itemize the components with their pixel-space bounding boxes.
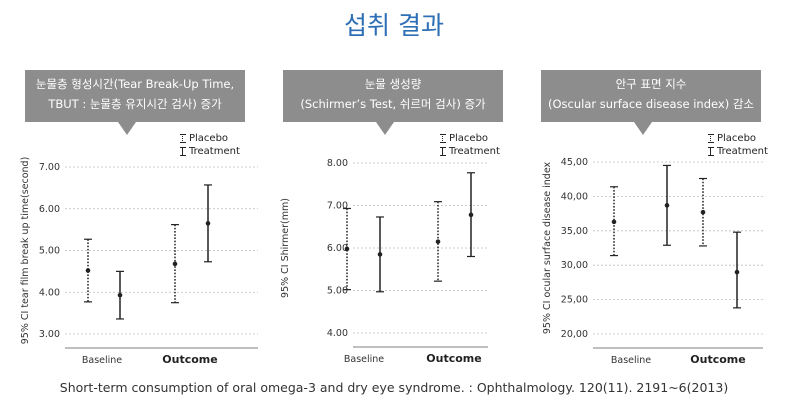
chart-title-line: TBUT : 눈물층 유지시간 검사) 증가 [48, 97, 222, 111]
mean-point-placebo [435, 239, 441, 244]
y-tick-label: 7.00 [39, 162, 60, 173]
y-tick-label: 35,00 [561, 226, 588, 237]
errorbar-chart-osdi: 20,00 25,00 30,00 35,00 40,00 45,00 95% CI ocu… [542, 157, 763, 366]
chart-title-callout: 눈물 생성량 (Schirmer’s Test, 쉬르머 검사) 증가 [283, 70, 503, 122]
chart-legend: Placebo Treatment [180, 132, 240, 158]
y-tick-label: 7.00 [327, 201, 348, 212]
mean-point-placebo [344, 246, 350, 252]
y-axis-label: 95% CI Shirmer(mm) [280, 198, 291, 298]
mean-point-placebo [85, 268, 91, 273]
legend-entry-placebo: Placebo [708, 132, 768, 145]
legend-entry-treatment: Treatment [708, 145, 768, 158]
errorbar-chart-tbut: 3.00 4.00 5.00 6.00 7.00 95% CI tear film bre… [20, 157, 258, 366]
page-title: 섭취 결과 [344, 11, 444, 40]
legend-label: Treatment [449, 146, 500, 157]
mean-point-treatment [205, 221, 211, 226]
legend-label: Treatment [189, 146, 240, 157]
chart-panel-osdi: 안구 표면 지수 (Oscular surface disease index)… [541, 70, 761, 370]
legend-label: Placebo [189, 133, 229, 144]
legend-label: Placebo [449, 133, 489, 144]
chart-panel-schirmer: 눈물 생성량 (Schirmer’s Test, 쉬르머 검사) 증가 [283, 70, 503, 370]
legend-entry-treatment: Treatment [180, 145, 240, 158]
callout-arrow [118, 122, 136, 135]
chart-title-line: 안구 표면 지수 [615, 77, 687, 91]
citation: Short-term consumption of oral omega-3 a… [59, 380, 729, 395]
mean-point-treatment [468, 212, 474, 218]
mean-point-treatment [664, 203, 670, 208]
y-tick-label: 8.00 [327, 158, 348, 169]
solid-errorbar-icon [180, 147, 186, 156]
chart-title-callout: 안구 표면 지수 (Oscular surface disease index)… [541, 70, 761, 122]
y-tick-label: 25,00 [561, 295, 588, 306]
y-tick-label: 5.00 [327, 286, 348, 297]
legend-entry-treatment: Treatment [440, 145, 500, 158]
y-tick-label: 40,00 [561, 191, 588, 202]
mean-point-treatment [734, 269, 740, 275]
chart-title-line: (Schirmer’s Test, 쉬르머 검사) 증가 [300, 97, 486, 111]
y-tick-label: 3.00 [39, 329, 60, 340]
x-category-label: Baseline [611, 355, 651, 366]
mean-point-placebo [172, 261, 178, 267]
errorbar-chart-schirmer: 4.00 5.00 6.00 7.00 8.00 95% CI Shirmer(mm) Ba… [280, 158, 488, 365]
legend-label: Treatment [717, 146, 768, 157]
mean-point-placebo [700, 209, 706, 215]
chart-title-line: 눈물 생성량 [364, 77, 422, 91]
chart-title-line: 눈물층 형성시간(Tear Break-Up Time, [35, 77, 235, 91]
y-axis-label: 95% CI tear film break up time(second) [20, 157, 31, 345]
x-category-label: Baseline [82, 355, 122, 366]
legend-label: Placebo [717, 133, 757, 144]
solid-errorbar-icon [440, 147, 446, 156]
dotted-errorbar-icon [440, 134, 446, 143]
y-axis-label: 95% CI ocular surface disease index [542, 162, 553, 335]
y-tick-label: 6.00 [327, 243, 348, 254]
mean-point-placebo [611, 219, 617, 225]
y-tick-label: 45,00 [561, 157, 588, 168]
chart-title-callout: 눈물층 형성시간(Tear Break-Up Time, TBUT : 눈물층 … [25, 70, 245, 122]
y-tick-label: 4.00 [327, 328, 348, 339]
y-tick-label: 5.00 [39, 246, 60, 257]
dotted-errorbar-icon [708, 134, 714, 143]
x-category-label: Outcome [690, 353, 745, 366]
legend-entry-placebo: Placebo [440, 132, 500, 145]
chart-legend: Placebo Treatment [440, 132, 500, 158]
y-tick-label: 30,00 [561, 260, 588, 271]
solid-errorbar-icon [708, 147, 714, 156]
chart-legend: Placebo Treatment [708, 132, 768, 158]
callout-arrow [634, 122, 652, 135]
legend-entry-placebo: Placebo [180, 132, 240, 145]
callout-arrow [376, 122, 394, 135]
mean-point-treatment [377, 252, 383, 257]
x-category-label: Outcome [426, 352, 481, 365]
x-category-label: Outcome [162, 353, 217, 366]
chart-title-line: (Oscular surface disease index) 감소 [547, 97, 755, 111]
y-tick-label: 4.00 [39, 287, 60, 298]
y-tick-label: 6.00 [39, 204, 60, 215]
dotted-errorbar-icon [180, 134, 186, 143]
x-category-label: Baseline [344, 354, 384, 365]
chart-panel-tbut: 눈물층 형성시간(Tear Break-Up Time, TBUT : 눈물층 … [25, 70, 245, 370]
mean-point-treatment [117, 292, 123, 298]
y-tick-label: 20,00 [561, 329, 588, 340]
